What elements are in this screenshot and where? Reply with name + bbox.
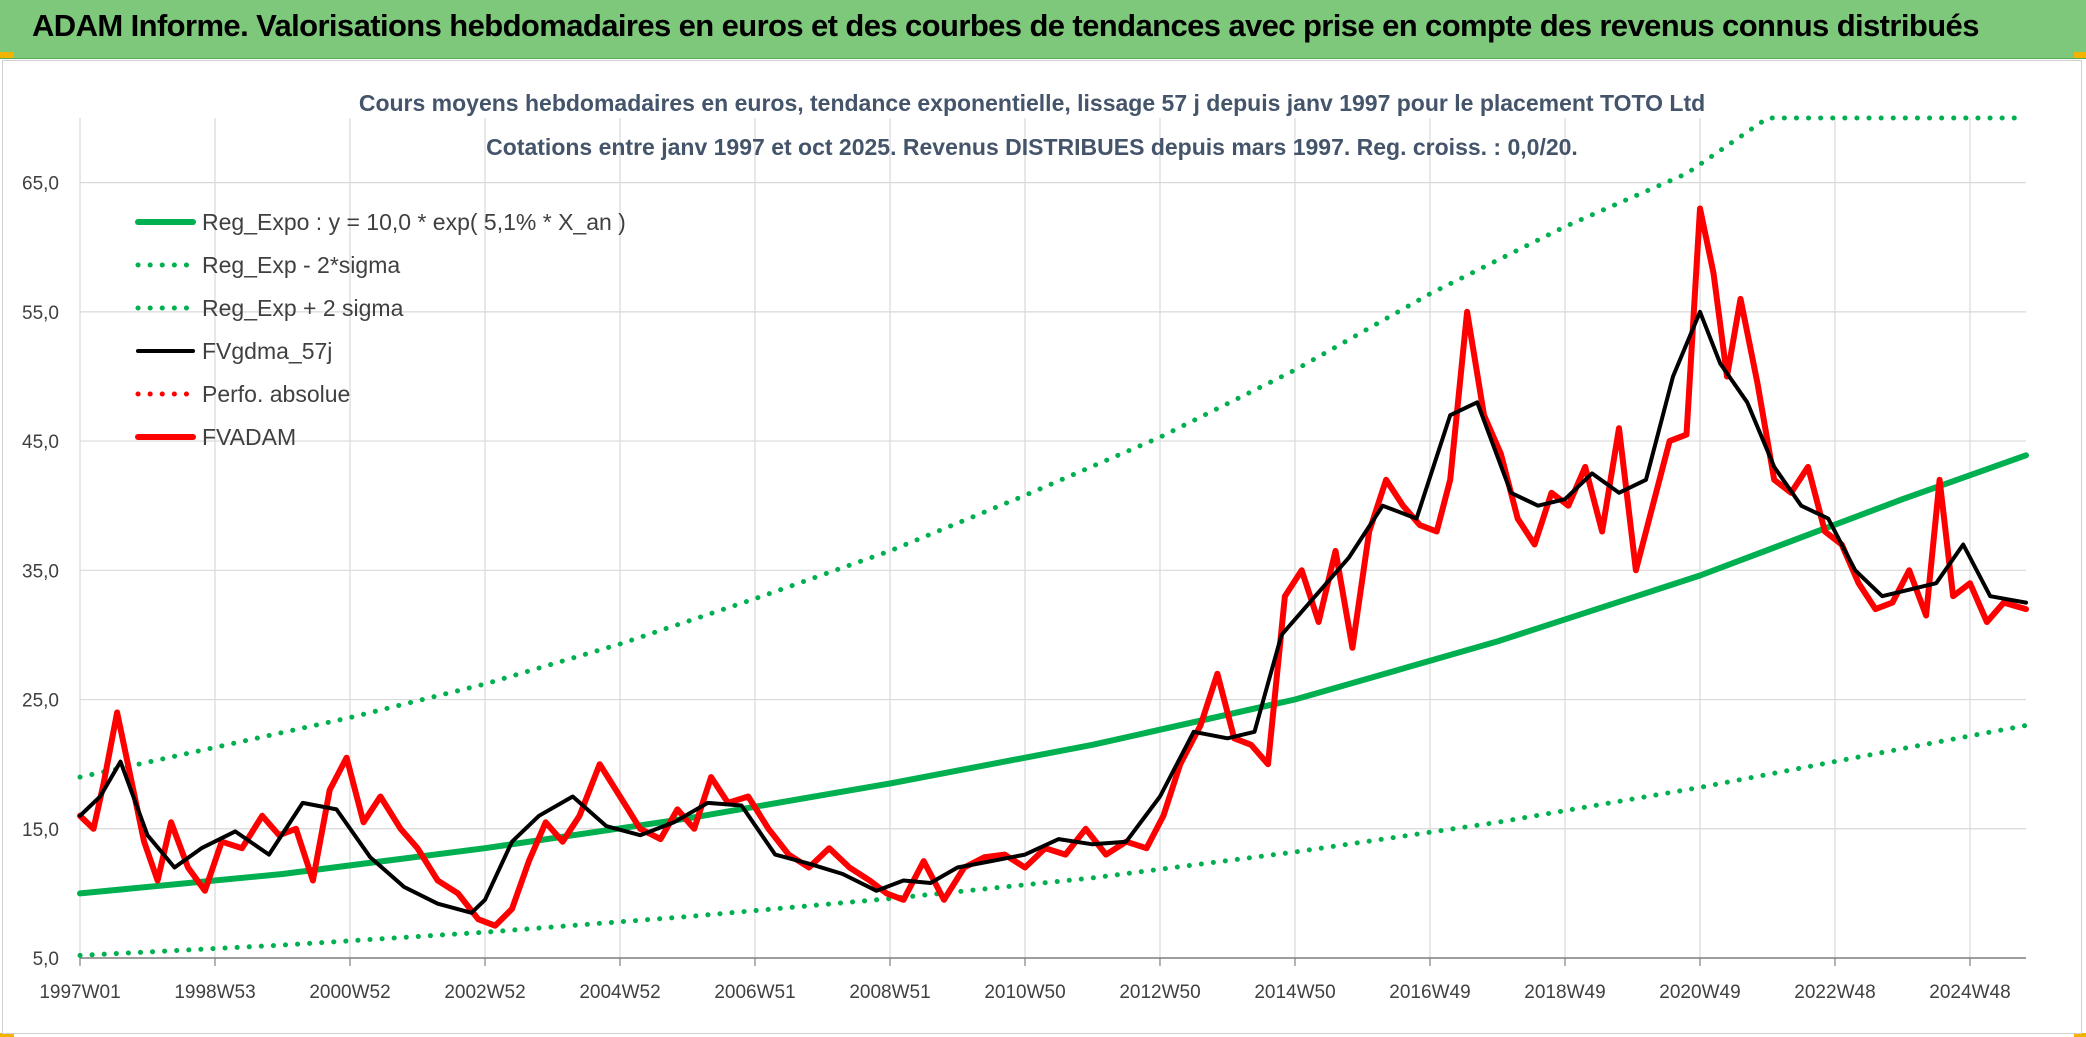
x-tick-label: 2016W49 (1389, 982, 1470, 1003)
x-tick-label: 2024W48 (1929, 982, 2010, 1003)
x-tick-label: 1997W01 (39, 982, 120, 1003)
x-tick-label: 2014W50 (1254, 982, 1335, 1003)
legend-label-3: FVgdma_57j (202, 338, 332, 364)
x-tick-label: 2006W51 (714, 982, 795, 1003)
chart-title-line-2: Cotations entre janv 1997 et oct 2025. R… (486, 134, 1578, 160)
series-layer (77, 115, 2029, 958)
legend-label-0: Reg_Expo : y = 10,0 * exp( 5,1% * X_an ) (202, 209, 626, 235)
x-tick-label: 2010W50 (984, 982, 1065, 1003)
x-tick-label: 2002W52 (444, 982, 525, 1003)
chart-legend: Reg_Expo : y = 10,0 * exp( 5,1% * X_an )… (135, 209, 626, 450)
axis-layer: 5,0 15,0 25,0 35,0 45,0 55,0 65,0 1997W01 1998W5… (22, 174, 2026, 1003)
y-tick-label: 25,0 (22, 691, 59, 712)
x-tick-label: 1998W53 (174, 982, 255, 1003)
series-line-5 (77, 205, 2029, 929)
series-line-2 (77, 115, 2029, 780)
y-tick-label: 65,0 (22, 174, 59, 195)
legend-label-1: Reg_Exp - 2*sigma (202, 252, 400, 278)
legend-label-4: Perfo. absolue (202, 381, 350, 407)
y-tick-label: 35,0 (22, 561, 59, 582)
corner-accent-bottom-left (0, 1033, 14, 1037)
series-line-1 (77, 722, 2029, 958)
x-tick-label: 2008W51 (849, 982, 930, 1003)
report-title: ADAM Informe. Valorisations hebdomadaire… (32, 8, 1979, 43)
corner-accent-top-left (0, 52, 14, 58)
corner-accent-bottom-right (2074, 1033, 2086, 1037)
legend-label-2: Reg_Exp + 2 sigma (202, 295, 404, 321)
chart-title-line-1: Cours moyens hebdomadaires en euros, ten… (359, 90, 1705, 116)
y-tick-label: 5,0 (33, 949, 59, 970)
series-line-0 (77, 452, 2029, 897)
chart-frame (2, 60, 2082, 1034)
series-line-3 (78, 309, 2028, 915)
x-tick-label: 2004W52 (579, 982, 660, 1003)
x-tick-label: 2000W52 (309, 982, 390, 1003)
y-tick-label: 45,0 (22, 432, 59, 453)
legend-label-5: FVADAM (202, 424, 296, 450)
y-tick-label: 15,0 (22, 820, 59, 841)
x-tick-label: 2012W50 (1119, 982, 1200, 1003)
x-tick-label: 2020W49 (1659, 982, 1740, 1003)
corner-accent-top-right (2074, 52, 2086, 58)
x-tick-label: 2018W49 (1524, 982, 1605, 1003)
y-tick-label: 55,0 (22, 303, 59, 324)
report-banner: ADAM Informe. Valorisations hebdomadaire… (0, 0, 2086, 59)
x-tick-label: 2022W48 (1794, 982, 1875, 1003)
grid-layer (79, 118, 2026, 959)
